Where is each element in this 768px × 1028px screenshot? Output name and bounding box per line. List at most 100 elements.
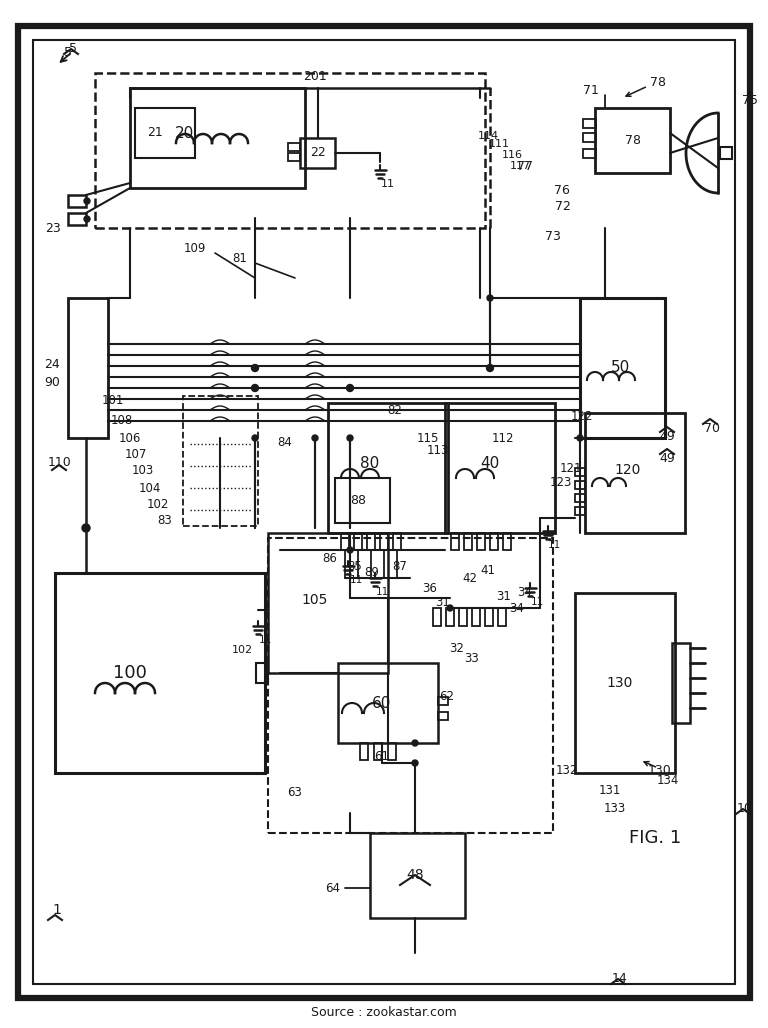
Text: 24: 24 <box>44 359 60 371</box>
Bar <box>575 593 675 773</box>
Bar <box>388 743 396 760</box>
Text: 104: 104 <box>139 481 161 494</box>
Bar <box>268 533 388 673</box>
Text: 11: 11 <box>381 179 395 189</box>
Text: 34: 34 <box>518 587 532 599</box>
Text: 115: 115 <box>417 432 439 444</box>
Text: 133: 133 <box>604 802 626 814</box>
Bar <box>451 533 459 550</box>
Text: 71: 71 <box>583 83 599 97</box>
Text: 23: 23 <box>45 221 61 234</box>
Text: 77: 77 <box>517 159 533 173</box>
Bar <box>68 213 86 225</box>
Text: 50: 50 <box>611 361 630 375</box>
Text: 121: 121 <box>560 462 582 475</box>
Circle shape <box>577 435 583 441</box>
Bar <box>300 138 335 168</box>
Text: 21: 21 <box>147 126 163 140</box>
Circle shape <box>312 435 318 441</box>
Text: 31: 31 <box>435 596 451 610</box>
Circle shape <box>412 760 418 766</box>
Text: 109: 109 <box>184 242 206 255</box>
Text: 11: 11 <box>376 587 389 597</box>
Bar <box>130 88 305 188</box>
Circle shape <box>347 547 353 553</box>
Text: 5: 5 <box>64 46 72 60</box>
Text: 84: 84 <box>277 437 293 449</box>
Text: 78: 78 <box>650 76 666 89</box>
Bar <box>68 195 86 207</box>
Bar <box>288 153 300 161</box>
Text: 32: 32 <box>449 641 465 655</box>
Bar <box>341 533 349 550</box>
Bar <box>575 494 585 502</box>
Bar <box>438 697 448 705</box>
Text: 76: 76 <box>554 184 570 196</box>
Text: 81: 81 <box>233 252 247 264</box>
Bar <box>585 413 685 533</box>
Bar <box>485 608 493 626</box>
Text: 48: 48 <box>406 868 424 882</box>
Bar <box>135 108 195 158</box>
Text: 131: 131 <box>599 783 621 797</box>
Text: 88: 88 <box>350 493 366 507</box>
Text: 10: 10 <box>737 802 753 814</box>
Text: 34: 34 <box>509 601 525 615</box>
Bar <box>338 663 438 743</box>
Text: FIG. 1: FIG. 1 <box>629 829 681 847</box>
Bar <box>68 298 108 438</box>
Bar <box>464 533 472 550</box>
Text: 73: 73 <box>545 229 561 243</box>
Text: Source : zookastar.com: Source : zookastar.com <box>311 1006 457 1020</box>
Bar <box>575 481 585 489</box>
Bar <box>55 573 265 773</box>
Bar <box>575 468 585 476</box>
Circle shape <box>412 740 418 746</box>
Text: 111: 111 <box>488 139 509 149</box>
Bar <box>374 743 382 760</box>
Text: 102: 102 <box>147 499 169 512</box>
Text: 11: 11 <box>349 575 362 585</box>
Text: 123: 123 <box>550 477 572 489</box>
Text: 85: 85 <box>348 559 362 573</box>
Text: 116: 116 <box>502 150 522 160</box>
Text: 132: 132 <box>556 764 578 776</box>
Circle shape <box>487 295 493 301</box>
Bar <box>503 533 511 550</box>
Text: 31: 31 <box>497 589 511 602</box>
Text: 108: 108 <box>111 413 133 427</box>
Bar <box>380 533 388 550</box>
Text: 11: 11 <box>548 540 561 550</box>
Text: 20: 20 <box>175 125 194 141</box>
Circle shape <box>84 198 90 204</box>
Circle shape <box>447 605 453 611</box>
Bar <box>433 608 441 626</box>
Text: 1: 1 <box>52 903 61 917</box>
Bar <box>583 133 596 142</box>
Text: 106: 106 <box>119 432 141 444</box>
Circle shape <box>82 524 90 533</box>
Text: 33: 33 <box>465 652 479 664</box>
Text: 110: 110 <box>48 456 72 470</box>
Bar <box>595 108 670 173</box>
Bar <box>498 608 506 626</box>
Bar <box>256 663 268 683</box>
Text: 130: 130 <box>648 764 672 776</box>
Text: 22: 22 <box>310 147 326 159</box>
Bar <box>438 712 448 720</box>
Bar <box>328 403 448 533</box>
Text: 120: 120 <box>615 463 641 477</box>
Bar <box>393 533 401 550</box>
Bar <box>583 119 596 128</box>
Bar <box>335 478 390 523</box>
Text: 80: 80 <box>360 455 379 471</box>
Text: 70: 70 <box>704 421 720 435</box>
Text: 75: 75 <box>742 95 758 108</box>
Text: 64: 64 <box>326 881 340 894</box>
Text: 78: 78 <box>625 134 641 147</box>
Text: 101: 101 <box>102 394 124 406</box>
Circle shape <box>486 365 494 371</box>
Text: 11: 11 <box>258 635 272 645</box>
Text: 42: 42 <box>462 572 478 585</box>
Text: 41: 41 <box>481 563 495 577</box>
